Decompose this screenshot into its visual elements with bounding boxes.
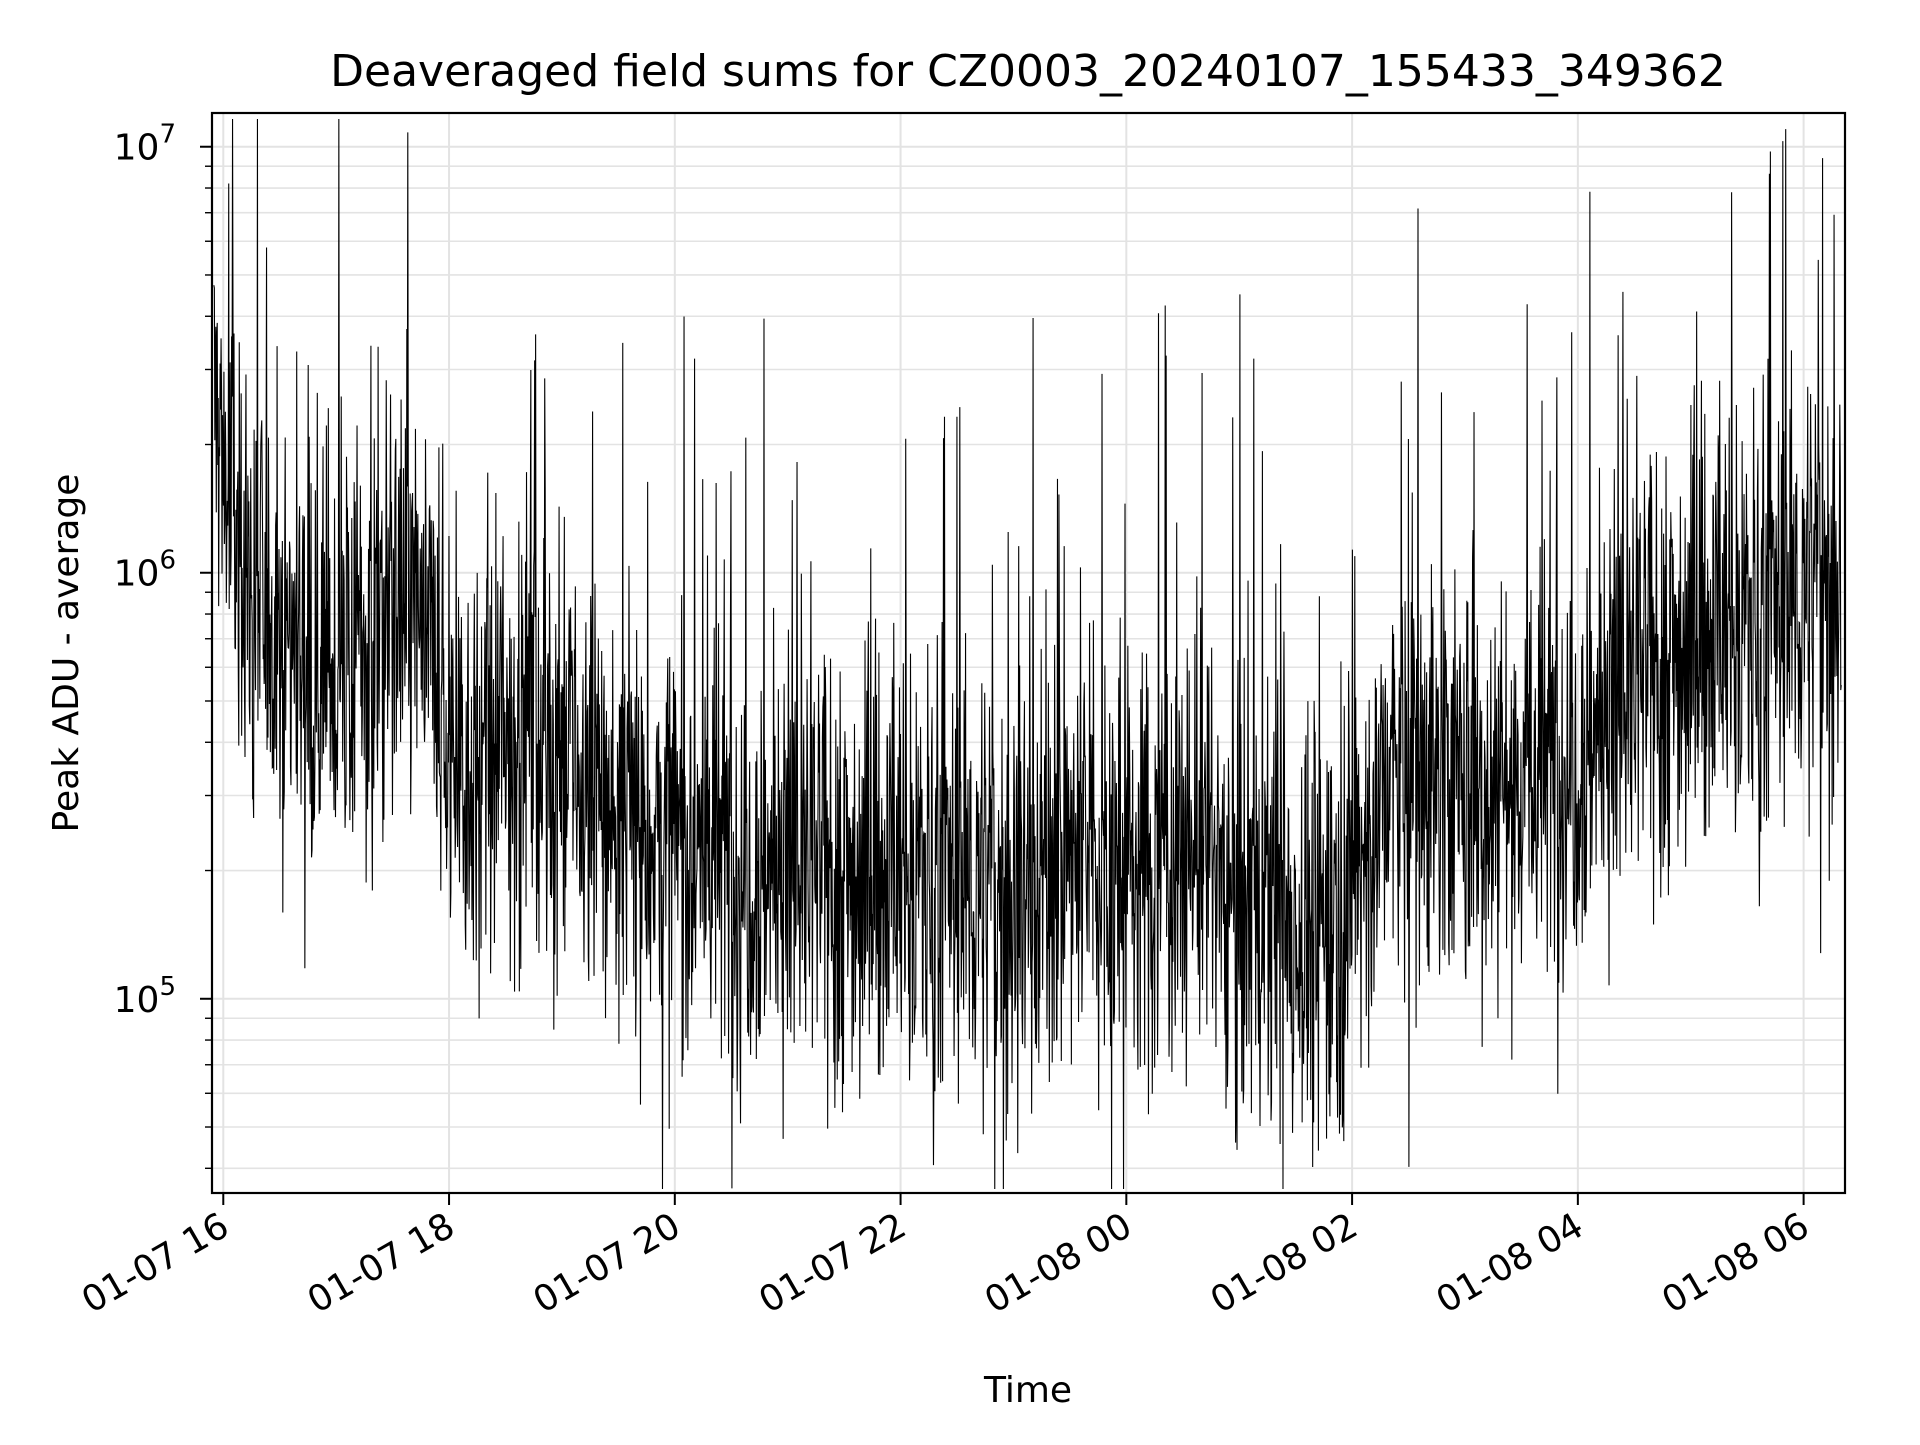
grid: [212, 113, 1845, 1193]
data-layer: [213, 118, 1842, 1190]
y-tick-label: 106: [114, 546, 176, 595]
chart-title: Deaveraged field sums for CZ0003_2024010…: [330, 46, 1726, 97]
y-tick-label: 105: [114, 972, 176, 1021]
y-tick-label: 107: [114, 120, 176, 169]
x-axis-label: Time: [983, 1370, 1072, 1411]
plot-frame: [210, 111, 1847, 1195]
y-axis-label: Peak ADU - average: [46, 474, 87, 833]
series-line: [213, 118, 1842, 1190]
